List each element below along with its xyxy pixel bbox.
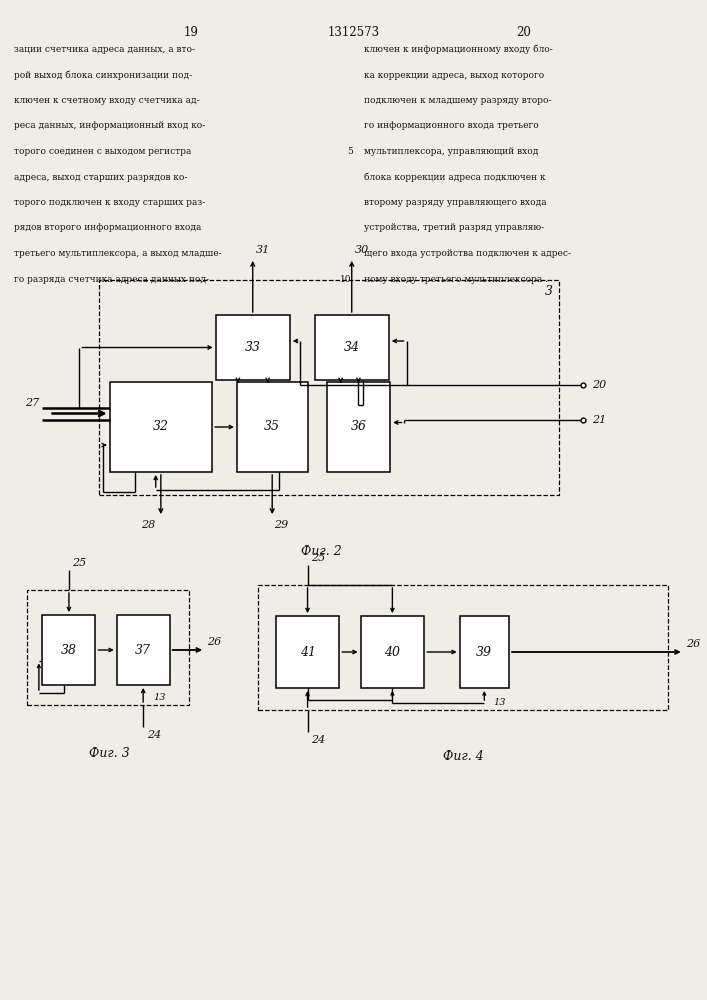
Text: третьего мультиплексора, а выход младше-: третьего мультиплексора, а выход младше-: [14, 249, 222, 258]
Bar: [315, 315, 389, 380]
Text: 25: 25: [72, 558, 87, 568]
Text: 19: 19: [183, 25, 199, 38]
Bar: [327, 382, 390, 472]
Bar: [110, 382, 212, 472]
Text: ключен к счетному входу счетчика ад-: ключен к счетному входу счетчика ад-: [14, 96, 200, 105]
Text: 27: 27: [25, 398, 39, 408]
Text: 13: 13: [493, 698, 506, 707]
Text: второму разряду управляющего входа: второму разряду управляющего входа: [364, 198, 547, 207]
Text: 32: 32: [153, 420, 169, 433]
Text: торого подключен к входу старших раз-: торого подключен к входу старших раз-: [14, 198, 206, 207]
Text: Фиг. 3: Фиг. 3: [89, 747, 130, 760]
Text: 3: 3: [545, 285, 553, 298]
Text: 21: 21: [592, 415, 606, 425]
Text: ключен к информационному входу бло-: ключен к информационному входу бло-: [364, 45, 553, 54]
Text: 10: 10: [340, 274, 351, 284]
Text: 34: 34: [344, 341, 360, 354]
Text: го разряда счетчика адреса данных под-: го разряда счетчика адреса данных под-: [14, 274, 209, 284]
Text: го информационного входа третьего: го информационного входа третьего: [364, 121, 539, 130]
Text: устройства, третий разряд управляю-: устройства, третий разряд управляю-: [364, 224, 544, 232]
Text: 30: 30: [355, 245, 370, 255]
Text: 35: 35: [264, 420, 280, 433]
Bar: [237, 382, 308, 472]
Text: Фиг. 4: Фиг. 4: [443, 750, 484, 763]
Text: 40: 40: [385, 646, 400, 658]
Text: 28: 28: [141, 520, 155, 530]
Text: 26: 26: [207, 637, 221, 647]
Text: Фиг. 2: Фиг. 2: [301, 545, 342, 558]
Text: 37: 37: [135, 644, 151, 656]
Text: щего входа устройства подключен к адрес-: щего входа устройства подключен к адрес-: [364, 249, 571, 258]
Text: 29: 29: [274, 520, 288, 530]
Bar: [460, 616, 509, 688]
Text: 39: 39: [477, 646, 492, 658]
Bar: [42, 615, 95, 685]
Text: ка коррекции адреса, выход которого: ка коррекции адреса, выход которого: [364, 70, 544, 80]
Text: 36: 36: [351, 420, 366, 433]
Text: 25: 25: [311, 553, 325, 563]
Text: 20: 20: [592, 380, 606, 390]
Text: подключен к младшему разряду второ-: подключен к младшему разряду второ-: [364, 96, 551, 105]
Text: реса данных, информационный вход ко-: реса данных, информационный вход ко-: [14, 121, 206, 130]
Bar: [216, 315, 290, 380]
Bar: [27, 590, 189, 705]
Bar: [117, 615, 170, 685]
Text: зации счетчика адреса данных, а вто-: зации счетчика адреса данных, а вто-: [14, 45, 195, 54]
Bar: [361, 616, 424, 688]
Text: 33: 33: [245, 341, 261, 354]
Text: 13: 13: [153, 693, 166, 702]
Text: блока коррекции адреса подключен к: блока коррекции адреса подключен к: [364, 173, 546, 182]
Text: рой выход блока синхронизации под-: рой выход блока синхронизации под-: [14, 70, 192, 80]
Text: торого соединен с выходом регистра: торого соединен с выходом регистра: [14, 147, 192, 156]
Text: 5: 5: [348, 147, 354, 156]
Text: 31: 31: [256, 245, 271, 255]
Text: ному входу третьего мультиплексора .: ному входу третьего мультиплексора .: [364, 274, 548, 284]
Text: 38: 38: [61, 644, 77, 656]
Text: 24: 24: [311, 735, 325, 745]
Text: 20: 20: [515, 25, 531, 38]
Text: 24: 24: [147, 730, 161, 740]
Text: адреса, выход старших разрядов ко-: адреса, выход старших разрядов ко-: [14, 173, 187, 182]
Bar: [276, 616, 339, 688]
Text: рядов второго информационного входа: рядов второго информационного входа: [14, 224, 201, 232]
Text: 26: 26: [686, 639, 700, 649]
Bar: [258, 585, 668, 710]
Text: 1312573: 1312573: [327, 25, 380, 38]
Bar: [99, 280, 559, 495]
Text: 41: 41: [300, 646, 315, 658]
Text: мультиплексора, управляющий вход: мультиплексора, управляющий вход: [364, 147, 539, 156]
